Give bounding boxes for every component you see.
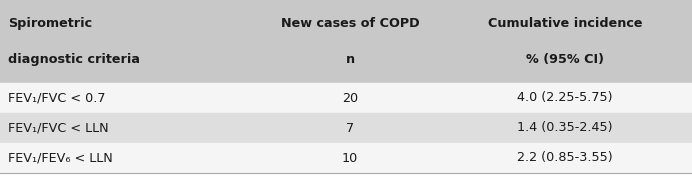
Text: n: n	[345, 53, 354, 66]
Text: Cumulative incidence: Cumulative incidence	[488, 17, 642, 30]
Bar	[0, 143, 692, 173]
Text: Spirometric: Spirometric	[8, 17, 92, 30]
Text: 1.4 (0.35-2.45): 1.4 (0.35-2.45)	[517, 122, 612, 134]
Text: diagnostic criteria: diagnostic criteria	[8, 53, 140, 66]
Text: New cases of COPD: New cases of COPD	[281, 17, 419, 30]
Text: 7: 7	[346, 122, 354, 134]
Text: 10: 10	[342, 151, 358, 165]
Text: % (95% CI): % (95% CI)	[526, 53, 604, 66]
Text: FEV₁/FVC < 0.7: FEV₁/FVC < 0.7	[8, 91, 105, 105]
Bar	[0, 83, 692, 113]
Text: FEV₁/FVC < LLN: FEV₁/FVC < LLN	[8, 122, 109, 134]
Text: 20: 20	[342, 91, 358, 105]
Text: 4.0 (2.25-5.75): 4.0 (2.25-5.75)	[517, 91, 612, 105]
Text: FEV₁/FEV₆ < LLN: FEV₁/FEV₆ < LLN	[8, 151, 113, 165]
Text: 2.2 (0.85-3.55): 2.2 (0.85-3.55)	[517, 151, 613, 165]
Bar	[0, 113, 692, 143]
Bar	[0, 0, 692, 83]
